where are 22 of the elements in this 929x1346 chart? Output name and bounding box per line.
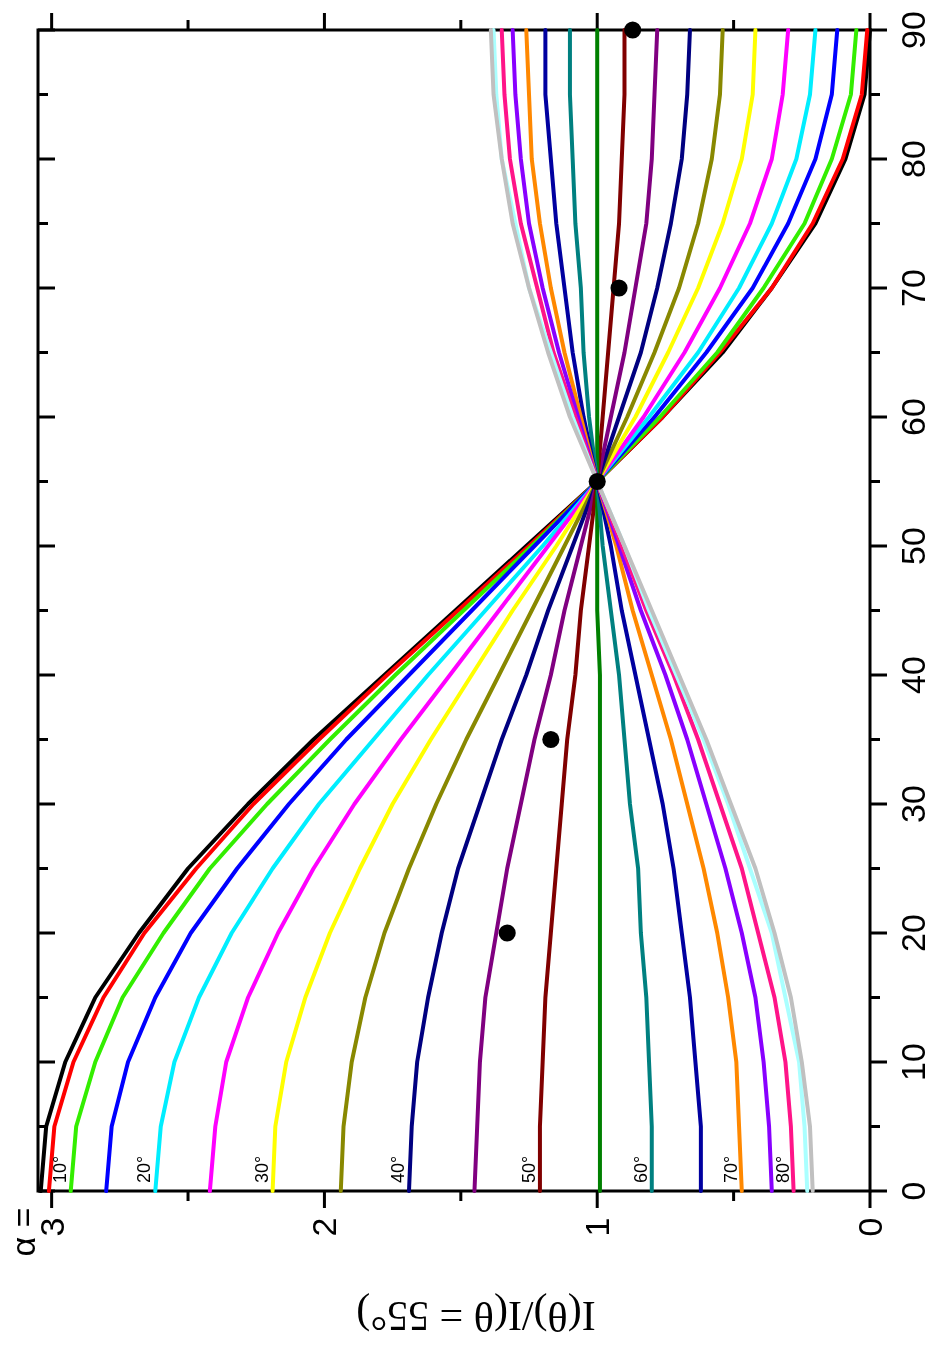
y-tick-label: 80 bbox=[894, 140, 929, 178]
y-tick-label: 70 bbox=[894, 269, 929, 307]
text: 10° bbox=[49, 1155, 70, 1183]
text: 40° bbox=[387, 1155, 408, 1183]
y-tick-label: 40 bbox=[894, 656, 929, 694]
text: 70° bbox=[720, 1155, 741, 1183]
x-axis-title: I(θ)/I(θ = 55°) bbox=[356, 1292, 596, 1339]
y-tick-label: 50 bbox=[894, 527, 929, 565]
y-tick-label: 60 bbox=[894, 398, 929, 436]
text: 80° bbox=[772, 1155, 793, 1183]
y-tick-label: 90 bbox=[894, 11, 929, 49]
y-tick-label: 10 bbox=[894, 1043, 929, 1081]
y-tick-label: 0 bbox=[894, 1181, 929, 1201]
x-tick-label: 1 bbox=[578, 1217, 617, 1237]
text: 20° bbox=[134, 1155, 155, 1183]
x-tick-label: 2 bbox=[305, 1217, 344, 1237]
text: 60° bbox=[630, 1155, 651, 1183]
y-tick-label: 30 bbox=[894, 785, 929, 823]
text: 30° bbox=[251, 1155, 272, 1183]
x-tick-label: 0 bbox=[851, 1217, 889, 1237]
text: 50° bbox=[518, 1155, 539, 1183]
y-tick-label: 20 bbox=[894, 914, 929, 952]
